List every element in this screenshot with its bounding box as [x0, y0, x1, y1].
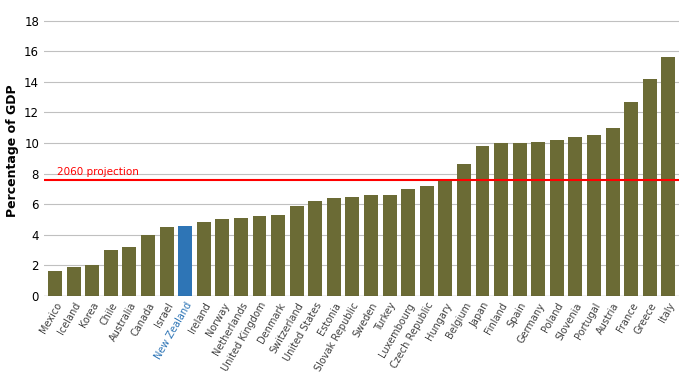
- Bar: [532, 141, 545, 296]
- Bar: [215, 219, 229, 296]
- Bar: [123, 247, 136, 296]
- Bar: [66, 267, 81, 296]
- Bar: [178, 226, 192, 296]
- Bar: [86, 265, 99, 296]
- Bar: [308, 201, 322, 296]
- Bar: [48, 271, 62, 296]
- Bar: [345, 197, 360, 296]
- Y-axis label: Percentage of GDP: Percentage of GDP: [5, 85, 18, 217]
- Bar: [494, 143, 508, 296]
- Bar: [475, 146, 490, 296]
- Bar: [271, 215, 285, 296]
- Bar: [457, 164, 471, 296]
- Bar: [550, 140, 564, 296]
- Bar: [104, 250, 118, 296]
- Bar: [141, 235, 155, 296]
- Bar: [438, 181, 452, 296]
- Bar: [197, 222, 211, 296]
- Bar: [643, 79, 657, 296]
- Bar: [253, 216, 266, 296]
- Bar: [661, 58, 675, 296]
- Bar: [569, 137, 582, 296]
- Bar: [364, 195, 378, 296]
- Bar: [624, 102, 638, 296]
- Bar: [234, 218, 248, 296]
- Bar: [290, 206, 303, 296]
- Bar: [587, 135, 601, 296]
- Bar: [420, 186, 434, 296]
- Bar: [606, 128, 619, 296]
- Bar: [401, 189, 415, 296]
- Bar: [160, 227, 173, 296]
- Bar: [512, 143, 527, 296]
- Text: 2060 projection: 2060 projection: [57, 168, 138, 177]
- Bar: [383, 195, 397, 296]
- Bar: [327, 198, 341, 296]
